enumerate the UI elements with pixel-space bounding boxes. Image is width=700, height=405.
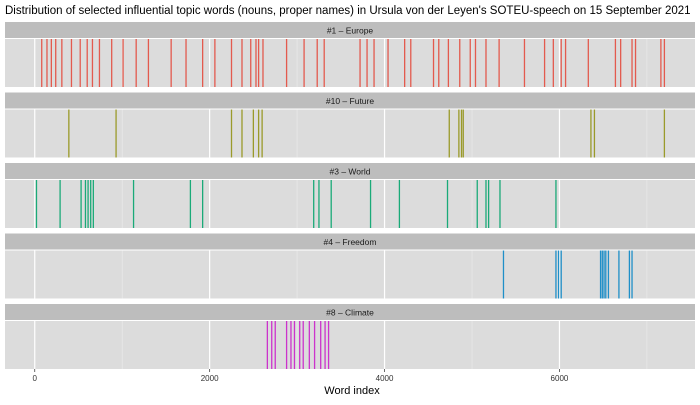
facet-strip bbox=[5, 233, 695, 250]
x-axis-label: Word index bbox=[324, 385, 380, 397]
x-axis: 0 2000 4000 6000 bbox=[33, 369, 569, 383]
panel-background bbox=[5, 180, 695, 228]
x-tick-label: 2000 bbox=[201, 374, 219, 383]
panel-background bbox=[5, 250, 695, 299]
panel-background bbox=[5, 321, 695, 369]
panel-background bbox=[5, 109, 695, 158]
x-tick-label: 6000 bbox=[551, 374, 569, 383]
facet-panel: #1 – Europe bbox=[5, 22, 695, 87]
panel-background bbox=[5, 39, 695, 87]
chart-title: Distribution of selected influential top… bbox=[5, 5, 691, 17]
facet-label: #10 – Future bbox=[326, 96, 374, 106]
facet-panel: #10 – Future bbox=[5, 92, 695, 158]
x-tick-label: 0 bbox=[33, 374, 38, 383]
facet-panel: #8 – Climate bbox=[5, 304, 695, 369]
facet-label: #4 – Freedom bbox=[324, 237, 377, 247]
facet-panel: #3 – World bbox=[5, 163, 695, 228]
x-tick-label: 4000 bbox=[376, 374, 394, 383]
facet-strip bbox=[5, 22, 695, 38]
facet-label: #1 – Europe bbox=[327, 26, 374, 36]
facet-strip bbox=[5, 92, 695, 109]
facet-panel: #4 – Freedom bbox=[5, 233, 695, 299]
facet-label: #8 – Climate bbox=[326, 308, 374, 318]
facet-label: #3 – World bbox=[330, 167, 371, 177]
panels-layer: #1 – Europe #10 – Future #3 – World #4 – Fr… bbox=[5, 22, 695, 369]
facet-strip bbox=[5, 304, 695, 320]
facet-strip bbox=[5, 163, 695, 179]
